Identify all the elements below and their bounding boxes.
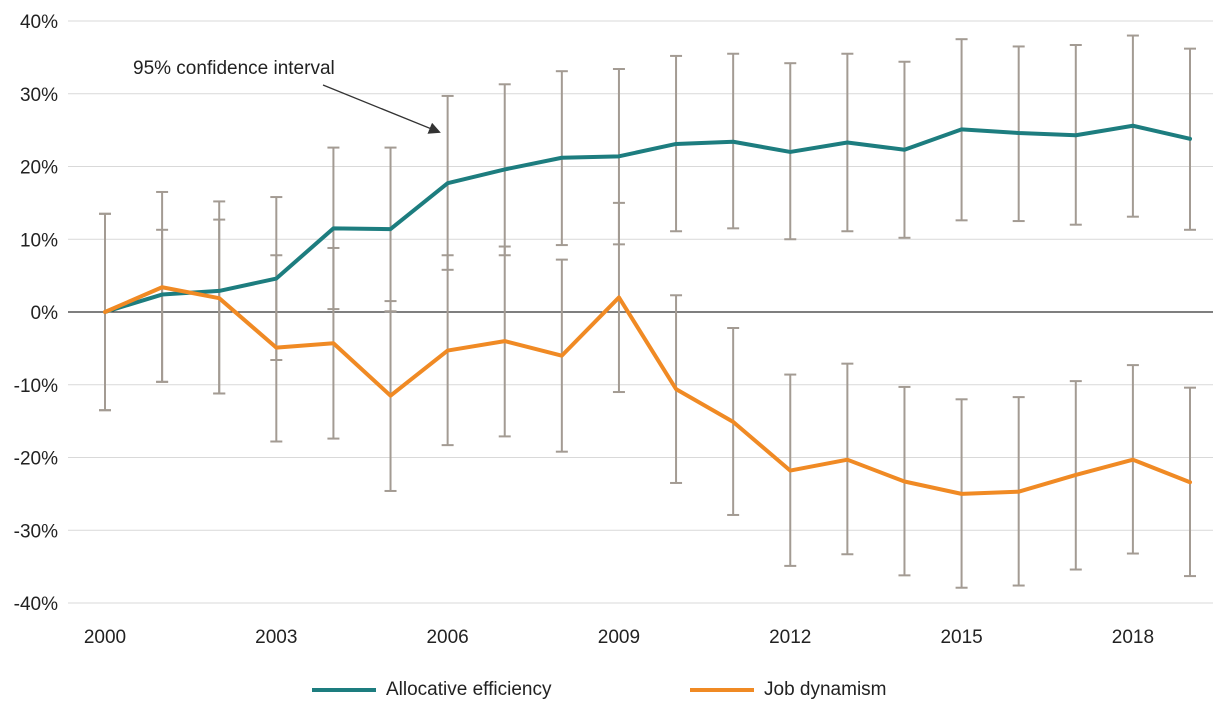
error-bar [156,228,169,383]
y-tick-label: 30% [20,85,58,106]
legend-label-allocative-efficiency: Allocative efficiency [386,679,552,700]
line-chart: 40%30%20%10%0%-10%-20%-30%-40% 2000 2003 2… [14,12,1213,648]
x-tick-label: 2000 [84,627,126,648]
y-tick-label: 20% [20,158,58,179]
x-tick-label: 2018 [1112,627,1154,648]
x-tick-label: 2006 [426,627,468,648]
legend: Allocative efficiency Job dynamism [0,676,1215,704]
annotation: 95% confidence interval [133,58,441,134]
series-lines [103,123,1192,496]
y-tick-label: 10% [20,230,58,251]
y-tick-label: -10% [14,376,58,397]
legend-swatch-job-dynamism [690,688,754,692]
x-axis-tick-labels: 2000 2003 2006 2009 2012 2015 2018 [84,627,1154,648]
y-tick-label: 0% [31,303,59,324]
x-tick-label: 2003 [255,627,297,648]
y-tick-label: -20% [14,449,58,470]
x-tick-label: 2009 [598,627,640,648]
annotation-label: 95% confidence interval [133,58,335,79]
legend-label-job-dynamism: Job dynamism [764,679,887,700]
gridlines [68,20,1213,604]
series-line-job-dynamism [103,285,1192,496]
y-tick-label: -40% [14,594,58,615]
annotation-arrow [322,84,441,134]
series-line-allocative-efficiency [103,123,1192,314]
y-tick-label: 40% [20,12,58,33]
x-tick-label: 2012 [769,627,811,648]
legend-swatch-allocative-efficiency [312,688,376,692]
legend-item-job-dynamism: Job dynamism [690,676,887,704]
y-tick-label: -30% [14,521,58,542]
y-axis-tick-labels: 40% 30% 20% 10% 0% -10% -20% -30% -40% [14,12,58,615]
legend-item-allocative-efficiency: Allocative efficiency [312,676,551,704]
x-tick-label: 2015 [940,627,982,648]
error-bar [213,218,226,395]
